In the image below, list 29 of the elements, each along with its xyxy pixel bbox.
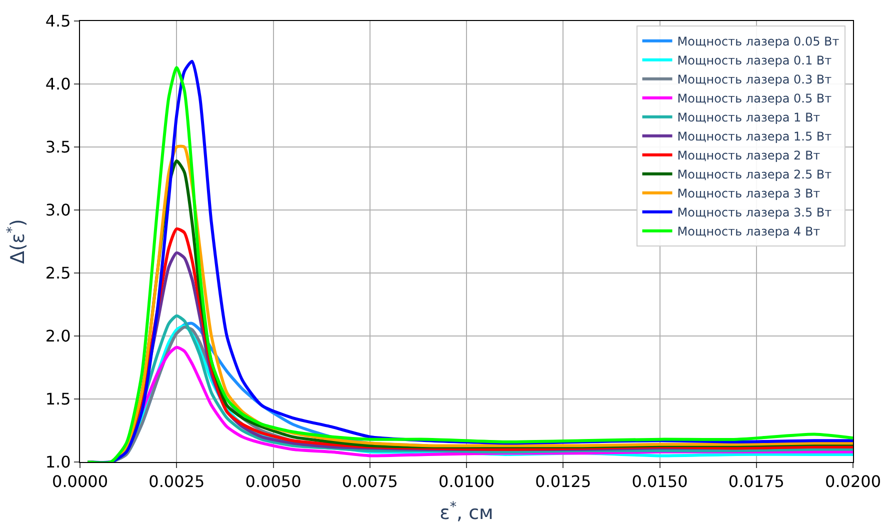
y-tick-label: 3.5 (45, 138, 71, 157)
x-tick-label: 0.0125 (535, 472, 592, 492)
y-tick-label: 4.5 (45, 12, 71, 31)
x-axis-title: ε$^{*}$, см (440, 500, 494, 524)
legend-label: Мощность лазера 0.5 Вт (677, 92, 832, 106)
legend-label: Мощность лазера 3 Вт (677, 186, 820, 201)
y-tick-label: 4.0 (45, 74, 71, 94)
legend-label: Мощность лазера 1 Вт (677, 110, 820, 125)
x-tick-label: 0.0050 (245, 472, 302, 492)
y-tick-label: 2.0 (45, 326, 71, 346)
y-tick-label: 1.5 (45, 390, 71, 409)
legend-label: Мощность лазера 0.1 Вт (677, 54, 832, 68)
y-tick-label: 3.0 (45, 200, 71, 220)
legend-label: Мощность лазера 0.3 Вт (677, 72, 832, 87)
legend-label: Мощность лазера 3.5 Вт (677, 206, 832, 220)
x-tick-label: 0.0000 (52, 472, 108, 492)
legend-label: Мощность лазера 1.5 Вт (677, 130, 832, 144)
x-tick-label: 0.0150 (632, 472, 688, 492)
y-tick-label: 2.5 (45, 264, 71, 283)
legend-label: Мощность лазера 2.5 Вт (677, 168, 832, 182)
legend-label: Мощность лазера 4 Вт (677, 224, 820, 239)
x-tick-label: 0.0100 (438, 472, 494, 492)
x-tick-label: 0.0075 (342, 472, 398, 492)
x-tick-label: 0.0200 (825, 472, 881, 492)
x-tick-label: 0.0175 (728, 472, 784, 492)
y-tick-label: 1.0 (45, 452, 71, 472)
legend-label: Мощность лазера 0.05 Вт (677, 34, 840, 49)
x-tick-label: 0.0025 (148, 472, 205, 492)
legend-label: Мощность лазера 2 Вт (677, 148, 820, 163)
